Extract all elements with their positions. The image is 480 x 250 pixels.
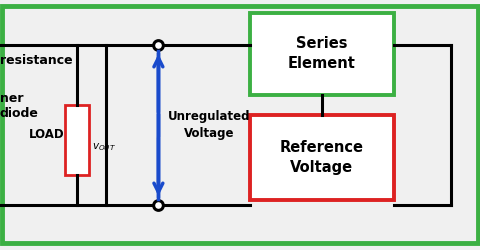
- Bar: [0, 45, 106, 205]
- Text: Unregulated
Voltage: Unregulated Voltage: [168, 110, 250, 140]
- Bar: [250, 12, 394, 95]
- Bar: [250, 115, 394, 200]
- Text: $v_{OUT}$: $v_{OUT}$: [92, 142, 116, 154]
- Text: resistance: resistance: [0, 54, 72, 66]
- Text: Reference
Voltage: Reference Voltage: [279, 140, 364, 175]
- Text: LOAD: LOAD: [29, 128, 64, 141]
- Text: ner
diode: ner diode: [0, 92, 39, 120]
- Text: Series
Element: Series Element: [288, 36, 356, 71]
- Bar: [65, 105, 89, 175]
